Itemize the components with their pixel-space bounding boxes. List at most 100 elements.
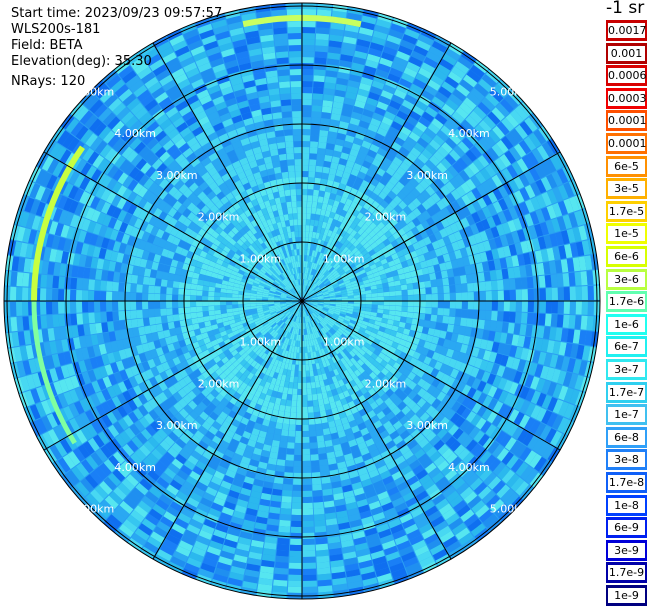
ray-range-gate <box>227 332 235 339</box>
ray-range-gate <box>235 94 248 104</box>
ray-range-gate <box>297 388 302 395</box>
ray-range-gate <box>262 306 269 310</box>
ray-range-gate <box>190 306 197 313</box>
ray-range-gate <box>246 280 254 285</box>
ray-range-gate <box>193 162 204 172</box>
ray-range-gate <box>273 476 284 484</box>
ray-range-gate <box>346 129 357 138</box>
ray-range-gate <box>311 320 315 327</box>
ray-range-gate <box>186 152 197 163</box>
ray-range-gate <box>368 345 376 353</box>
ray-range-gate <box>302 454 311 461</box>
ray-range-gate <box>90 196 101 210</box>
ray-range-gate <box>348 470 359 479</box>
ray-range-gate <box>376 523 390 533</box>
ray-range-gate <box>261 486 273 495</box>
ray-range-gate <box>296 279 299 286</box>
ray-range-gate <box>101 201 111 214</box>
ray-range-gate <box>379 359 388 368</box>
ray-range-gate <box>243 362 251 370</box>
ray-range-gate <box>298 304 301 311</box>
ray-range-gate <box>336 386 343 395</box>
ray-range-gate <box>231 114 243 124</box>
ray-range-gate <box>292 496 302 503</box>
ray-range-gate <box>291 274 296 281</box>
ray-range-gate <box>276 234 282 242</box>
ray-range-gate <box>327 137 336 145</box>
ray-range-gate <box>353 536 367 546</box>
ray-range-gate <box>296 412 302 419</box>
ray-range-gate <box>346 353 353 360</box>
ray-range-gate <box>235 345 243 353</box>
ray-range-gate <box>412 126 424 138</box>
ray-range-gate <box>258 313 265 318</box>
ray-range-gate <box>324 154 333 162</box>
ray-range-gate <box>312 269 316 276</box>
ray-range-gate <box>198 273 206 281</box>
ray-range-gate <box>294 153 302 160</box>
ray-range-gate <box>390 121 403 131</box>
ray-range-gate <box>325 255 331 263</box>
ray-range-gate <box>254 355 261 363</box>
ray-range-gate <box>263 264 270 271</box>
ray-range-gate <box>199 29 215 40</box>
ray-range-gate <box>267 238 273 246</box>
ray-range-gate <box>303 334 307 341</box>
ray-range-gate <box>359 510 372 520</box>
ray-range-gate <box>343 362 351 370</box>
ray-range-gate <box>156 69 171 82</box>
ray-range-gate <box>226 301 233 305</box>
ray-range-gate <box>401 306 408 312</box>
ray-range-gate <box>314 263 319 270</box>
ray-range-gate <box>176 469 189 481</box>
ray-range-gate <box>295 293 300 299</box>
ray-range-gate <box>288 424 296 431</box>
ray-range-gate <box>170 335 179 344</box>
ray-range-gate <box>419 474 432 486</box>
ray-range-gate <box>205 176 215 186</box>
ray-range-gate <box>306 346 311 353</box>
ray-range-gate <box>245 286 252 291</box>
ray-range-gate <box>255 377 263 385</box>
ray-range-gate <box>299 304 302 311</box>
ray-range-gate <box>487 398 499 411</box>
ray-range-gate <box>239 266 247 272</box>
ray-range-gate <box>520 465 534 481</box>
ray-range-gate <box>166 250 175 259</box>
ray-range-gate <box>320 253 326 260</box>
ray-range-gate <box>174 73 188 85</box>
ray-range-gate <box>302 165 309 172</box>
ray-range-gate <box>249 322 256 328</box>
ray-range-gate <box>189 491 203 503</box>
ray-range-gate <box>297 340 300 347</box>
ray-range-gate <box>304 285 307 292</box>
ray-range-gate <box>208 152 219 162</box>
ray-range-gate <box>418 353 427 363</box>
ray-range-gate <box>52 275 60 289</box>
ray-range-gate <box>450 368 460 379</box>
ray-range-gate <box>134 373 144 385</box>
ray-range-gate <box>268 457 277 465</box>
ray-range-gate <box>109 151 122 165</box>
ray-range-gate <box>254 277 261 283</box>
ray-range-gate <box>296 352 300 359</box>
ray-range-gate <box>132 265 140 276</box>
ray-range-gate <box>268 383 275 391</box>
ray-range-gate <box>222 158 232 168</box>
ray-range-gate <box>254 224 261 233</box>
ray-range-gate <box>494 503 509 518</box>
ray-range-gate <box>199 455 210 466</box>
ray-range-gate <box>329 370 336 378</box>
ray-range-gate <box>520 347 529 361</box>
ray-range-gate <box>333 313 340 318</box>
ray-range-gate <box>390 23 406 34</box>
ray-range-gate <box>320 367 326 375</box>
ray-range-gate <box>436 381 446 391</box>
ray-range-gate <box>264 233 270 241</box>
ray-range-gate <box>271 204 278 212</box>
ray-range-gate <box>402 328 411 336</box>
ray-range-gate <box>430 515 445 528</box>
ray-range-gate <box>314 310 320 315</box>
ray-range-gate <box>319 329 324 336</box>
ray-range-gate <box>367 335 376 342</box>
